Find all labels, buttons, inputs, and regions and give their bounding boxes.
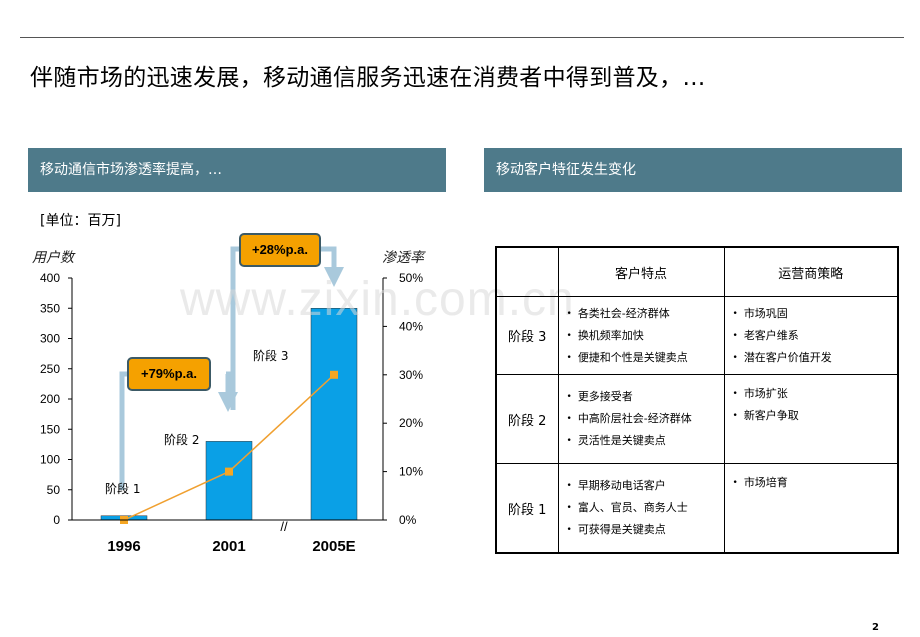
left-axis-title: 用户数 [32,250,76,266]
stage-2-label: 阶段 2 [164,432,199,447]
right-tick-label: 10% [399,465,423,479]
strategy-cell: 市场扩张 新客户争取 [723,374,899,464]
penetration-marker-2001 [225,467,233,476]
strategy-cell: 市场巩固 老客户维系 潜在客户价值开发 [723,296,899,375]
list-item: 市场扩张 [733,383,898,405]
growth-arrow-2 [230,246,334,410]
features-cell: 更多接受者 中高阶层社会-经济群体 灵活性是关键卖点 [557,374,725,464]
left-tick-label: 350 [40,301,60,315]
left-tick-label: 0 [53,513,60,527]
list-item: 便捷和个性是关键卖点 [567,347,724,369]
right-tick-label: 0% [399,513,417,527]
stage-1-label: 阶段 1 [105,481,140,496]
list-item: 灵活性是关键卖点 [567,430,724,452]
left-tick-label: 300 [40,332,60,346]
stage-cell: 阶段 1 [495,463,559,554]
list-item: 市场巩固 [733,303,898,325]
right-tick-label: 20% [399,416,423,430]
growth-badge-1 [127,357,211,391]
list-item: 新客户争取 [733,405,898,427]
table-row: 阶段 3 各类社会-经济群体 换机频率加快 便捷和个性是关键卖点 市场巩固 老客… [495,296,899,375]
customer-stage-table: 客户特点 运营商策略 阶段 3 各类社会-经济群体 换机频率加快 便捷和个性是关… [495,246,899,554]
left-section-header: 移动通信市场渗透率提高，… [28,148,446,192]
list-item: 中高阶层社会-经济群体 [567,408,724,430]
right-tick-label: 50% [399,271,423,285]
x-tick-2001: 2001 [212,538,245,555]
list-item: 换机频率加快 [567,325,724,347]
table-row: 阶段 2 更多接受者 中高阶层社会-经济群体 灵活性是关键卖点 市场扩张 新客户… [495,374,899,464]
right-tick-label: 40% [399,319,423,333]
list-item: 老客户维系 [733,325,898,347]
strategy-cell: 市场培育 [723,463,899,554]
growth-arrow-1 [119,371,228,490]
growth-badge-2 [239,233,321,267]
features-cell: 各类社会-经济群体 换机频率加快 便捷和个性是关键卖点 [557,296,725,375]
left-tick-label: 150 [40,422,60,436]
stage-3-label: 阶段 3 [253,348,288,363]
unit-label: [单位：百万] [40,213,121,229]
list-item: 可获得是关键卖点 [567,519,724,541]
table-header-strategy: 运营商策略 [723,246,899,297]
right-tick-label: 30% [399,368,423,382]
table-header-features: 客户特点 [557,246,725,297]
penetration-marker-2005e [330,370,338,379]
bar-2001 [205,441,253,521]
axis-break-mark: // [280,519,288,534]
bar-2005e [310,308,358,521]
left-tick-label: 250 [40,362,60,376]
stage-cell: 阶段 2 [495,374,559,464]
right-section-header: 移动客户特征发生变化 [484,148,902,192]
page-number: 2 [872,622,879,633]
table-row: 阶段 1 早期移动电话客户 富人、官员、商务人士 可获得是关键卖点 市场培育 [495,463,899,554]
list-item: 潜在客户价值开发 [733,347,898,369]
x-tick-1996: 1996 [107,538,140,555]
top-rule [20,37,904,38]
list-item: 更多接受者 [567,386,724,408]
stage-cell: 阶段 3 [495,296,559,375]
growth-label-2: +28%p.a. [252,242,308,257]
right-axis-title: 渗透率 [382,250,426,266]
list-item: 各类社会-经济群体 [567,303,724,325]
x-tick-2005e: 2005E [312,538,355,555]
table-header-stage [495,246,559,297]
left-tick-label: 50 [47,483,61,497]
list-item: 市场培育 [733,472,898,494]
features-cell: 早期移动电话客户 富人、官员、商务人士 可获得是关键卖点 [557,463,725,554]
growth-label-1: +79%p.a. [141,366,197,381]
left-tick-label: 400 [40,271,60,285]
page-headline: 伴随市场的迅速发展，移动通信服务迅速在消费者中得到普及，… [30,65,706,91]
left-tick-label: 100 [40,453,60,467]
left-tick-label: 200 [40,392,60,406]
list-item: 富人、官员、商务人士 [567,497,724,519]
list-item: 早期移动电话客户 [567,475,724,497]
